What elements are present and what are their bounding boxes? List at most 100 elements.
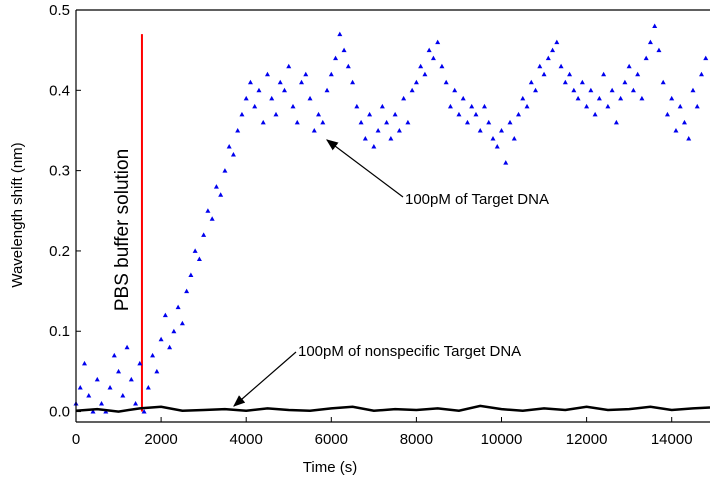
data-point	[443, 79, 449, 85]
data-point	[273, 111, 279, 117]
data-point	[320, 119, 326, 125]
data-point	[337, 31, 343, 37]
data-point	[213, 184, 219, 189]
data-point	[277, 79, 283, 85]
data-point	[592, 111, 598, 117]
x-tick-label: 4000	[230, 431, 263, 448]
data-point	[460, 95, 466, 101]
data-point	[507, 119, 513, 125]
data-point	[494, 144, 500, 149]
data-point	[128, 376, 134, 382]
data-point	[562, 79, 568, 85]
annotation: 100pM of Target DNA	[405, 191, 549, 208]
data-point	[435, 39, 441, 45]
y-tick-label: 0.0	[49, 404, 70, 421]
data-point	[660, 79, 666, 85]
data-point	[184, 288, 190, 294]
data-point	[218, 192, 224, 197]
data-point	[99, 401, 105, 406]
data-point	[481, 103, 487, 109]
data-point	[341, 47, 347, 53]
x-tick-label: 0	[72, 431, 80, 448]
data-point	[396, 127, 402, 133]
data-point	[439, 63, 445, 69]
data-point	[171, 328, 177, 334]
data-point	[622, 79, 628, 85]
data-point	[111, 352, 117, 358]
data-point	[613, 119, 619, 125]
data-point	[499, 127, 505, 133]
data-point	[477, 127, 483, 133]
data-point	[533, 87, 539, 93]
data-point	[222, 168, 228, 173]
data-point	[158, 336, 164, 342]
data-point	[588, 87, 594, 93]
data-point	[235, 127, 241, 133]
x-tick-label: 12000	[566, 431, 608, 448]
data-point	[260, 119, 266, 125]
x-tick-label: 2000	[144, 431, 177, 448]
data-point	[516, 111, 522, 117]
data-point	[422, 71, 428, 77]
data-point	[324, 87, 330, 93]
data-point	[179, 320, 185, 326]
data-point	[384, 119, 390, 125]
data-point	[94, 376, 100, 382]
data-point	[209, 216, 215, 221]
annotation: PBS buffer solution	[112, 149, 133, 311]
data-point	[269, 95, 275, 101]
data-point	[188, 272, 194, 278]
data-line	[75, 404, 710, 413]
data-point	[307, 95, 313, 101]
data-point	[618, 95, 624, 101]
data-point	[656, 47, 662, 53]
data-point	[409, 87, 415, 93]
data-point	[520, 95, 526, 101]
data-point	[601, 71, 607, 77]
data-point	[311, 127, 317, 133]
data-point	[584, 103, 590, 109]
data-point	[226, 144, 232, 149]
data-point	[596, 95, 602, 101]
data-point	[388, 135, 394, 141]
data-point	[511, 135, 517, 141]
y-tick-label: 0.4	[49, 82, 70, 99]
x-tick-label: 6000	[315, 431, 348, 448]
data-point	[90, 409, 96, 414]
data-point	[464, 119, 470, 125]
data-point	[137, 360, 143, 366]
annotation: 100pM of nonspecific Target DNA	[298, 343, 521, 360]
data-point	[677, 103, 683, 109]
data-point	[635, 71, 641, 77]
data-point	[447, 103, 453, 109]
data-point	[486, 119, 492, 125]
data-point	[230, 152, 236, 157]
data-point	[247, 79, 253, 85]
data-point	[690, 87, 696, 93]
data-point	[192, 248, 198, 253]
data-point	[664, 111, 670, 117]
data-point	[133, 401, 139, 406]
data-point	[299, 79, 305, 85]
data-point	[175, 304, 181, 310]
data-point	[405, 119, 411, 125]
data-point	[524, 103, 530, 109]
x-axis-label: Time (s)	[303, 459, 357, 476]
data-point	[567, 71, 573, 77]
data-point	[350, 79, 356, 85]
data-point	[328, 71, 334, 77]
data-point	[290, 103, 296, 109]
x-tick-label: 10000	[481, 431, 523, 448]
data-point	[243, 95, 249, 101]
data-point	[652, 23, 658, 29]
data-point	[196, 256, 202, 261]
data-point	[647, 39, 653, 45]
data-point	[401, 95, 407, 101]
data-point	[107, 384, 113, 390]
data-point	[120, 392, 126, 398]
data-point	[201, 232, 207, 237]
data-point	[264, 71, 270, 77]
data-point	[86, 392, 92, 398]
data-point	[162, 312, 168, 318]
